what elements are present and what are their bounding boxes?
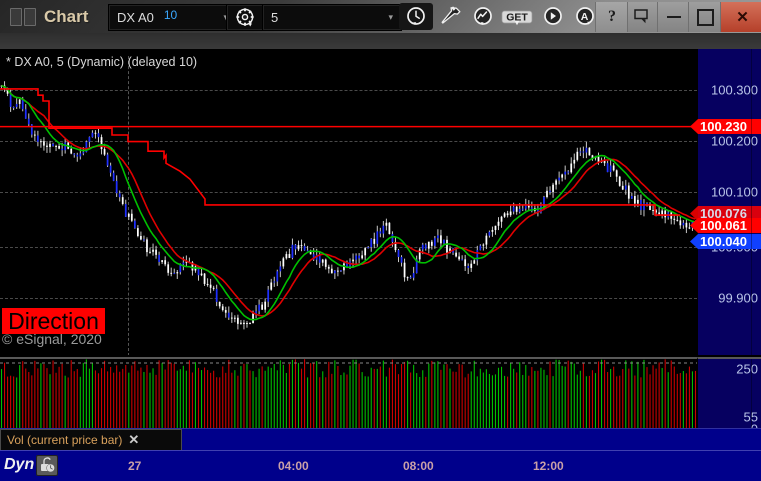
svg-text:A: A bbox=[581, 11, 589, 23]
